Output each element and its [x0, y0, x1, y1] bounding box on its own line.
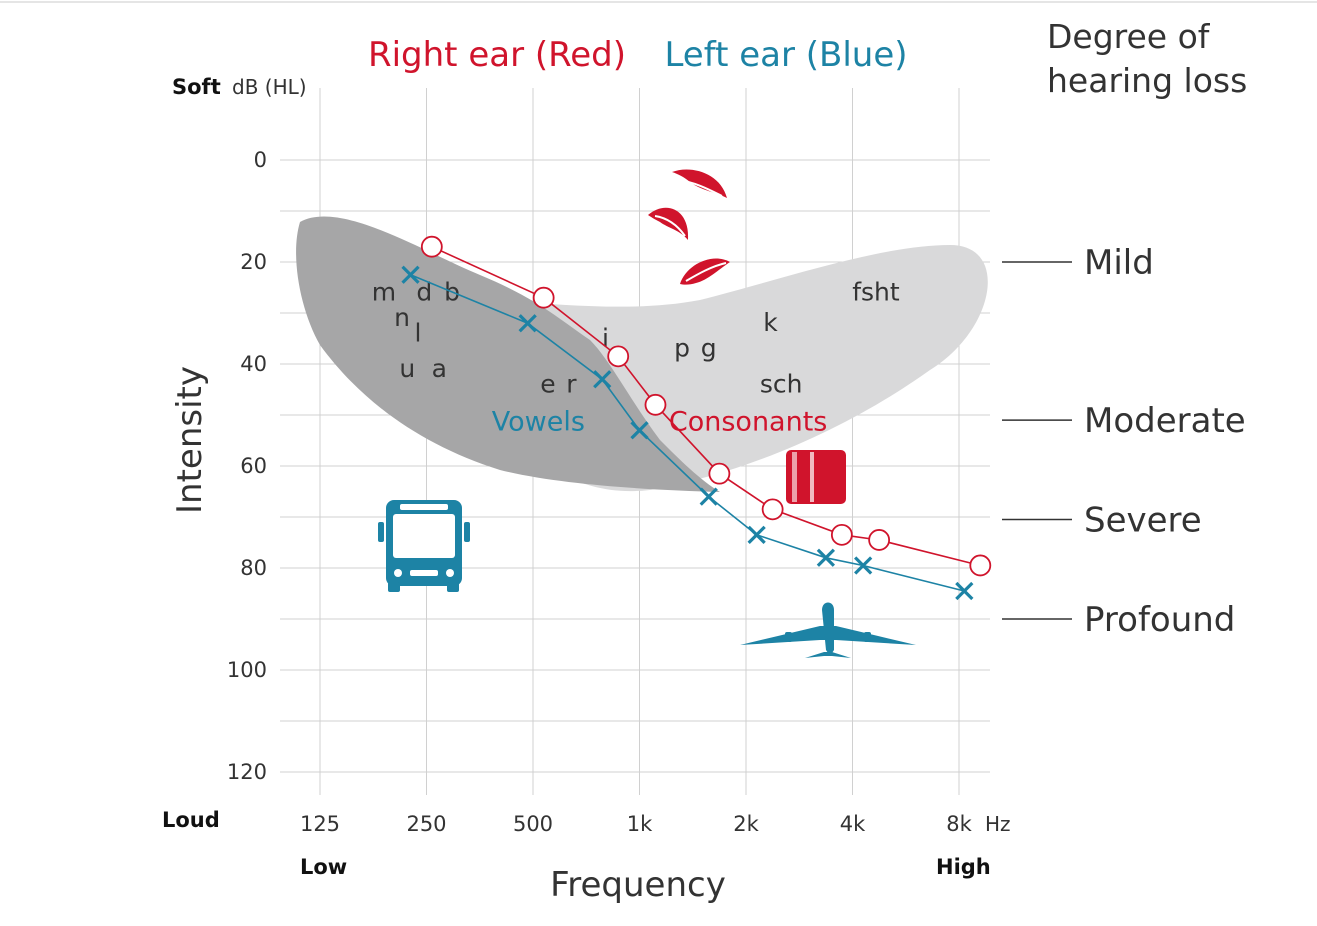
x-unit-label: Hz — [985, 812, 1011, 836]
speech-sound-label: a — [432, 354, 447, 383]
left-ear-marker-stroke — [518, 314, 537, 333]
x-tick-label: 1k — [627, 812, 653, 836]
speech-sound-label: i — [602, 324, 609, 353]
left-ear-marker — [816, 548, 836, 567]
phone-icon — [786, 450, 846, 504]
x-tick-label: 125 — [300, 812, 340, 836]
degree-title-line2: hearing loss — [1047, 61, 1247, 100]
x-tick-label: 500 — [513, 812, 553, 836]
right-ear-marker — [532, 286, 555, 309]
x-tick-label: 2k — [733, 812, 759, 836]
x-tick-label: 4k — [840, 812, 866, 836]
left-ear-marker-stroke — [593, 370, 612, 389]
left-ear-marker — [593, 370, 612, 389]
y-tick-label: 40 — [240, 352, 267, 376]
degree-label: Mild — [1084, 243, 1154, 283]
left-ear-marker — [401, 265, 420, 284]
left-ear-marker-stroke — [816, 548, 836, 567]
speech-sound-label: fsht — [852, 278, 900, 307]
degree-label: Moderate — [1084, 401, 1246, 441]
speech-sound-label: m — [372, 278, 396, 307]
speech-sound-label: p — [674, 334, 690, 363]
degree-title-line1: Degree of — [1047, 17, 1211, 56]
y-tick-label: 0 — [254, 148, 267, 172]
high-label: High — [936, 855, 991, 879]
right-ear-marker — [830, 523, 853, 546]
right-ear-marker — [969, 554, 992, 577]
speech-sound-label: e — [540, 369, 555, 398]
speech-sound-label: n — [394, 303, 410, 332]
left-ear-marker — [955, 581, 974, 601]
region-label: Vowels — [492, 407, 585, 438]
y-tick-label: 80 — [240, 556, 267, 580]
degree-levels: Mild Moderate Severe Profound — [1002, 243, 1246, 640]
vowels-region — [296, 216, 720, 492]
speech-sound-label: r — [566, 369, 577, 398]
soft-label: Soft — [172, 75, 221, 99]
x-tick-label: 250 — [406, 812, 446, 836]
right-ear-marker — [420, 235, 443, 258]
right-ear-marker — [761, 498, 784, 521]
left-ear-marker — [699, 487, 718, 506]
y-tick-label: 60 — [240, 454, 267, 478]
low-label: Low — [300, 855, 347, 879]
right-ear-marker — [607, 345, 630, 368]
region-label: Consonants — [669, 407, 828, 438]
speech-sound-label: k — [763, 308, 778, 337]
right-ear-marker — [644, 393, 667, 416]
bus-icon — [378, 500, 470, 592]
x-tick-label: 8k — [946, 812, 972, 836]
right-ear-marker — [708, 462, 731, 485]
y-tick-label: 20 — [240, 250, 267, 274]
loud-label: Loud — [162, 808, 220, 832]
left-ear-marker — [518, 314, 537, 333]
y-axis-title: Intensity — [170, 366, 210, 514]
x-tick-labels: 125 250 500 1k 2k 4k 8k — [300, 812, 973, 836]
left-ear-marker-stroke — [955, 581, 974, 601]
airplane-icon — [740, 602, 916, 658]
left-ear-marker-stroke — [854, 556, 873, 575]
degree-label: Profound — [1084, 600, 1235, 640]
y-tick-labels: 0 20 40 60 80 100 120 — [227, 148, 267, 784]
left-ear-marker — [854, 556, 873, 575]
right-ear-title: Right ear (Red) — [368, 35, 626, 75]
left-ear-marker-stroke — [630, 421, 649, 440]
speech-banana — [296, 216, 988, 492]
left-ear-marker-stroke — [401, 265, 420, 284]
hearing-series — [401, 235, 992, 601]
left-ear-marker-stroke — [747, 525, 766, 544]
speech-sound-label: u — [399, 354, 415, 383]
leaves-icon — [648, 169, 730, 285]
right-ear-marker — [868, 529, 891, 551]
left-ear-title: Left ear (Blue) — [664, 35, 907, 75]
degree-label: Severe — [1084, 501, 1202, 541]
speech-sound-label: l — [415, 318, 422, 347]
speech-sound-label: g — [701, 334, 717, 363]
left-ear-marker — [630, 421, 649, 440]
y-tick-label: 120 — [227, 760, 267, 784]
left-ear-marker — [747, 525, 766, 544]
x-axis-title: Frequency — [550, 865, 726, 905]
speech-sound-label: d — [416, 278, 432, 307]
y-unit-label: dB (HL) — [232, 75, 307, 99]
y-tick-label: 100 — [227, 658, 267, 682]
left-ear-marker-stroke — [699, 487, 718, 506]
speech-sound-label: sch — [760, 369, 803, 398]
